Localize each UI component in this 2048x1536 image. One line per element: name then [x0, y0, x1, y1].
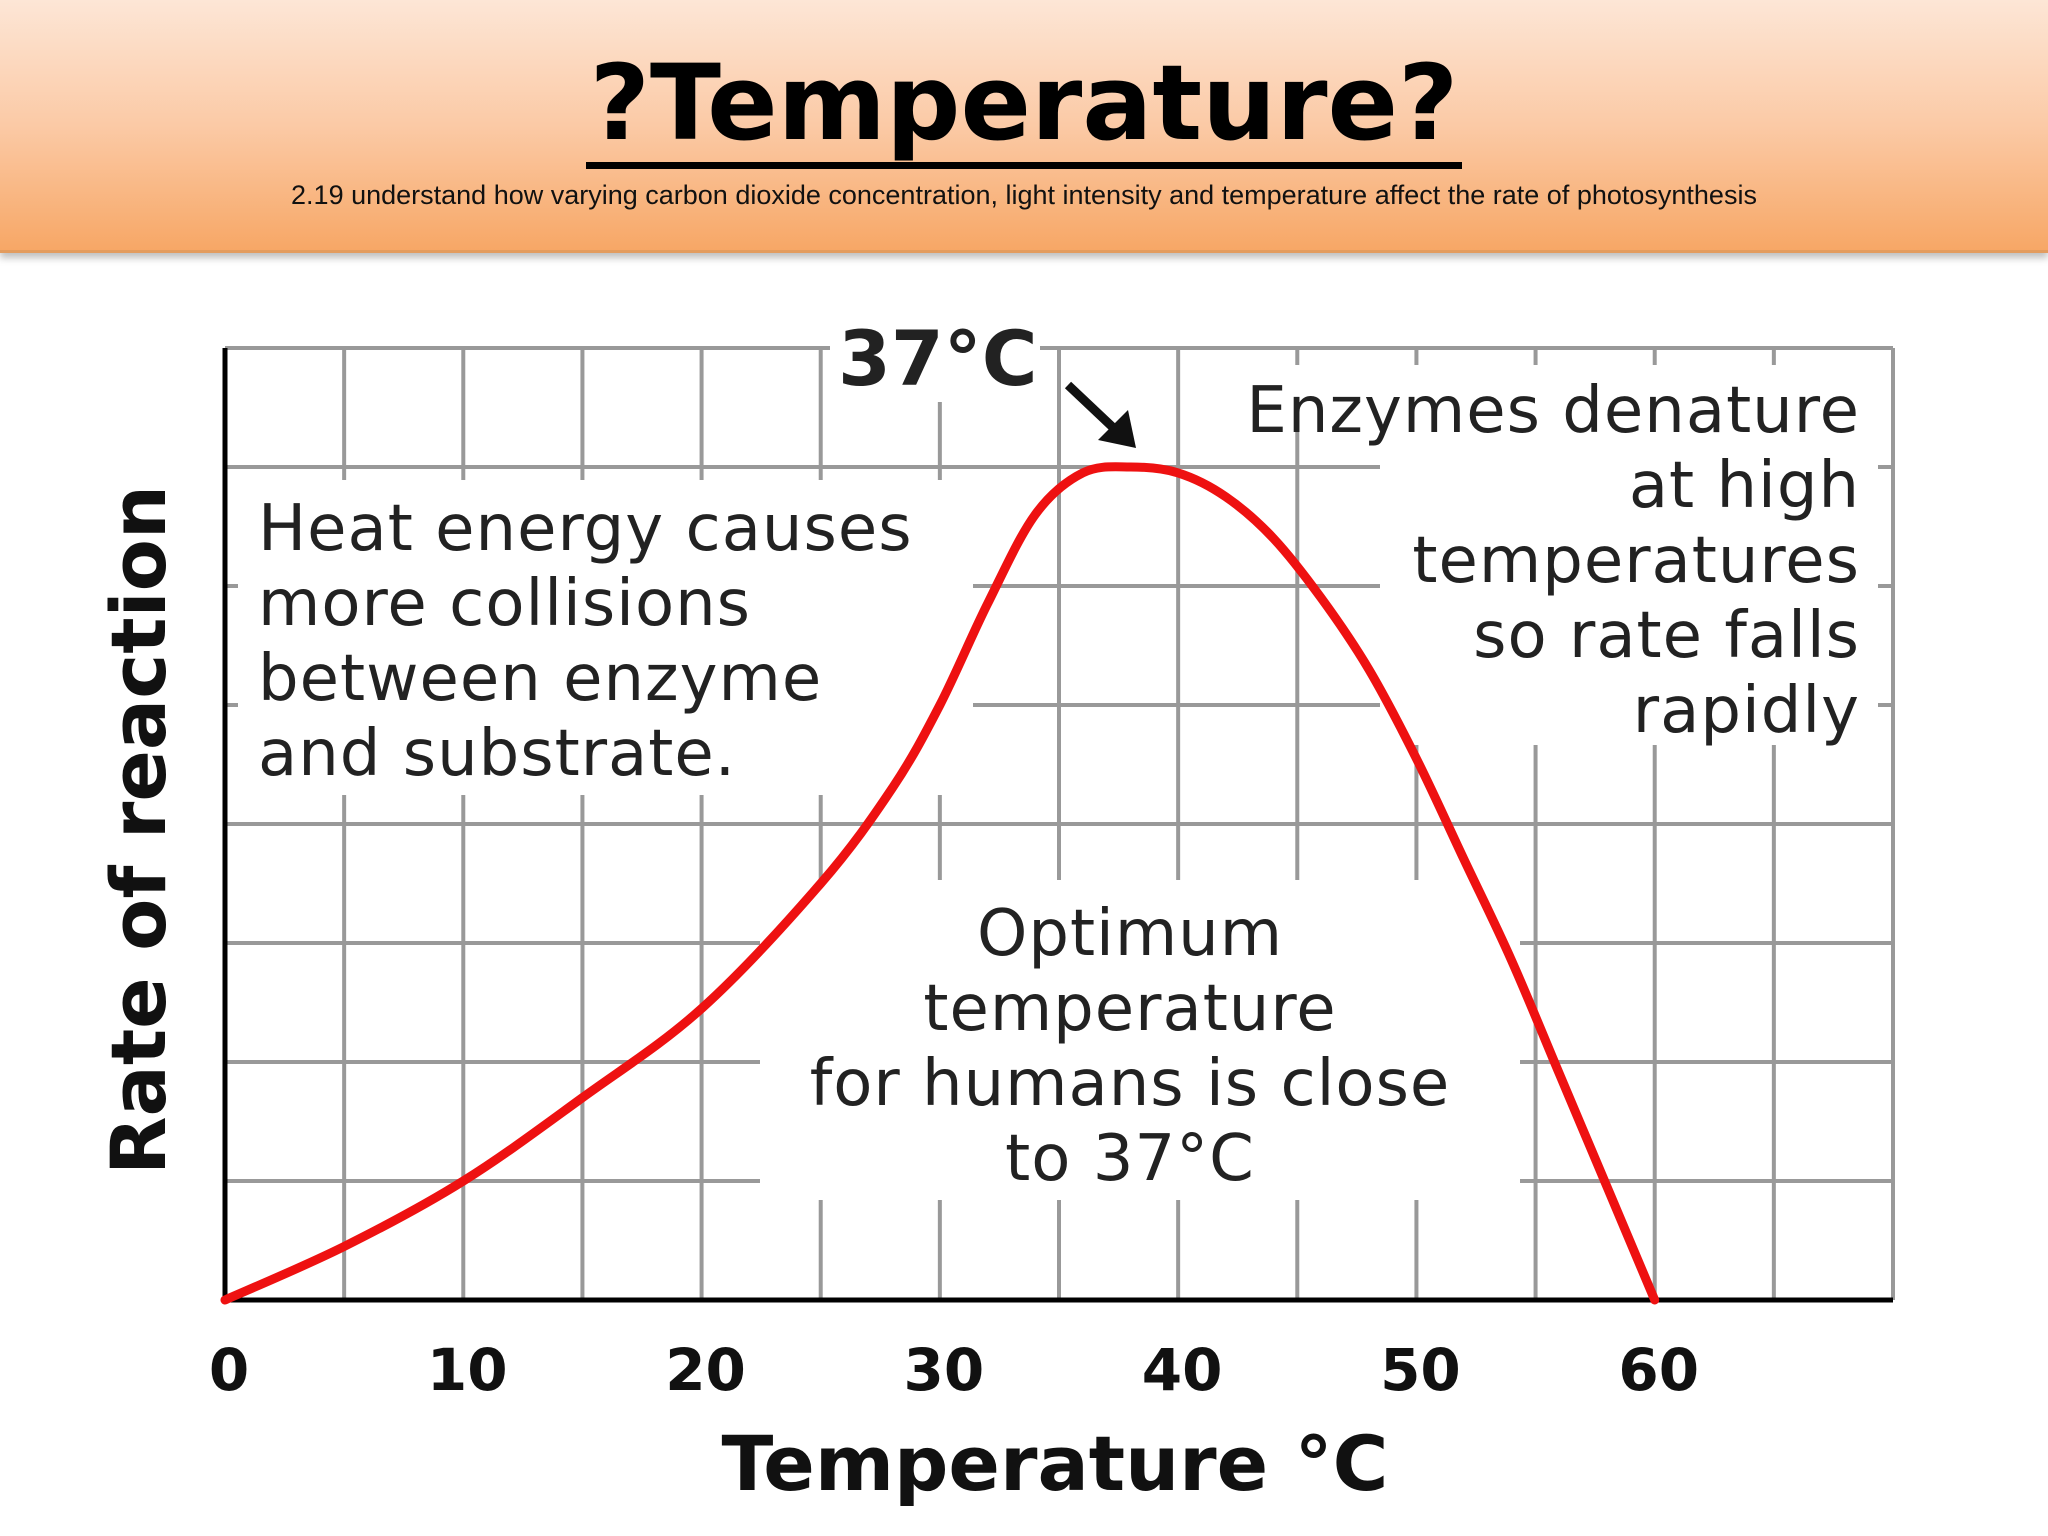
center-annotation-line: to 37°C — [1005, 1122, 1255, 1196]
page-title: ?Temperature? — [0, 38, 2048, 169]
right-annotation-line: temperatures — [1412, 524, 1860, 598]
center-annotation-line: for humans is close — [810, 1047, 1451, 1121]
x-tick-label: 10 — [427, 1336, 508, 1404]
peak-label-background — [830, 322, 1040, 402]
left-note-background — [238, 480, 973, 795]
left-annotation-line: Heat energy causes — [258, 492, 913, 566]
x-tick-label: 30 — [903, 1336, 984, 1404]
x-tick-label: 60 — [1618, 1336, 1699, 1404]
right-annotation-line: rapidly — [1633, 674, 1860, 748]
peak-arrow-head — [1098, 410, 1136, 448]
center-annotation-line: Optimum — [977, 897, 1283, 971]
annotation-backgrounds — [238, 322, 1878, 1200]
center-note-background — [760, 880, 1520, 1200]
reaction-rate-curve — [220, 462, 1660, 1305]
left-annotation-line: and substrate. — [258, 717, 736, 791]
right-note-background — [1380, 425, 1878, 745]
left-annotation-line: more collisions — [258, 567, 751, 641]
right-annotation-line: at high — [1629, 449, 1860, 523]
peak-temperature-label: 37°C — [838, 314, 1038, 403]
x-tick-label: 50 — [1380, 1336, 1461, 1404]
x-tick-label: 40 — [1142, 1336, 1223, 1404]
chart-axes — [222, 348, 1893, 1303]
x-tick-label: 20 — [665, 1336, 746, 1404]
title-banner: ?Temperature? 2.19 understand how varyin… — [0, 0, 2048, 253]
x-tick-label: 0 — [209, 1336, 249, 1404]
right-note-background — [1188, 365, 1878, 425]
right-annotation-line: Enzymes denature — [1246, 374, 1860, 448]
left-annotation-line: between enzyme — [258, 642, 822, 716]
x-axis-label: Temperature °C — [722, 1419, 1389, 1508]
page-subtitle: 2.19 understand how varying carbon dioxi… — [291, 180, 1757, 210]
right-annotation-line: so rate falls — [1473, 599, 1860, 673]
x-tick-labels: 0 10 20 30 40 50 60 — [209, 1336, 1699, 1404]
center-annotation-line: temperature — [923, 972, 1336, 1046]
y-axis-label: Rate of reaction — [94, 485, 183, 1175]
